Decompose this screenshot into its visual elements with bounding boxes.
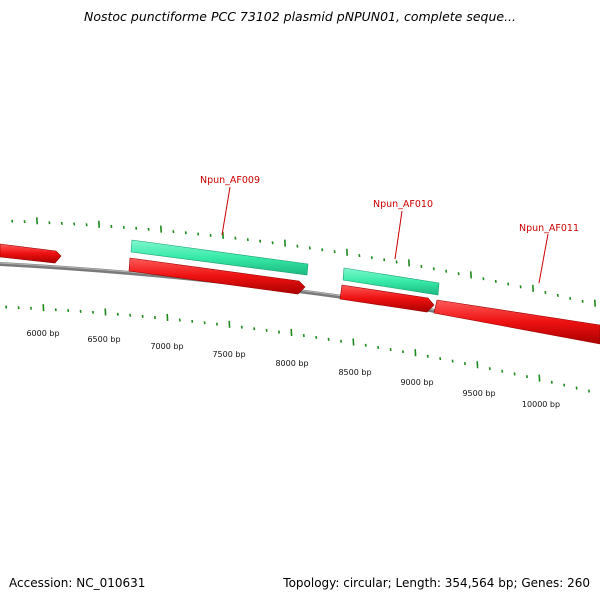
forward-gene-feature[interactable] [130,239,309,276]
scale-label: 9500 bp [462,389,495,398]
gene-label[interactable]: Npun_AF010 [373,199,433,210]
accession-text: Accession: NC_010631 [9,576,146,590]
reverse-gene-feature[interactable] [433,299,600,345]
scale-label: 7000 bp [150,342,183,351]
reverse-gene-feature[interactable] [128,257,306,295]
gene-label[interactable]: Npun_AF009 [200,175,260,186]
scale-label: 10000 bp [522,400,560,409]
inner-tick-track [5,304,590,393]
gene-leader-line [538,233,549,284]
scale-label: 6000 bp [26,329,59,338]
map-title: Nostoc punctiforme PCC 73102 plasmid pNP… [83,9,516,24]
scale-label: 6500 bp [87,335,120,344]
gene-leader-line [394,210,403,260]
scale-label: 9000 bp [400,378,433,387]
plasmid-backbone [0,262,600,343]
scale-label: 8500 bp [338,368,371,377]
scale-label: 8000 bp [275,359,308,368]
scale-label: 7500 bp [212,350,245,359]
gene-label[interactable]: Npun_AF011 [519,223,579,234]
scale-labels: 6000 bp 6500 bp 7000 bp 7500 bp 8000 bp … [26,329,560,409]
outer-tick-track [11,217,596,307]
reverse-gene-feature[interactable] [339,284,435,313]
forward-gene-feature[interactable] [0,243,62,264]
forward-gene-feature[interactable] [342,267,440,296]
topology-summary: Topology: circular; Length: 354,564 bp; … [283,576,590,590]
gene-leader-line [221,186,231,236]
